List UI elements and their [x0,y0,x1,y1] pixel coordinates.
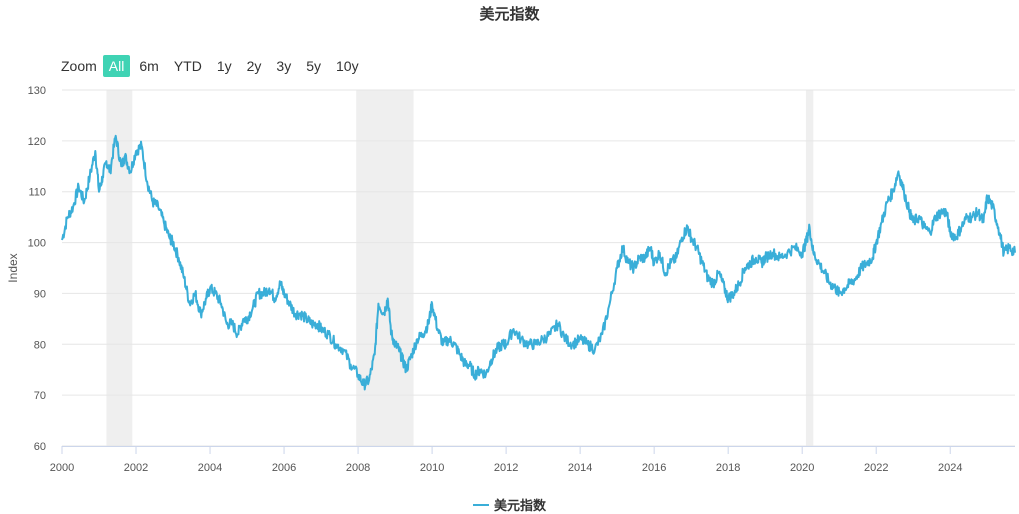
x-tick-label: 2000 [50,462,74,474]
zoom-button-5y[interactable]: 5y [306,58,321,74]
x-tick-label: 2016 [642,462,666,474]
zoom-button-2y[interactable]: 2y [246,58,262,74]
x-tick-label: 2008 [346,462,370,474]
series-line [61,134,1016,391]
y-tick-label: 130 [28,85,46,97]
legend[interactable]: 美元指数 [0,495,1019,514]
y-tick-label: 120 [28,136,46,148]
y-tick-label: 100 [28,238,46,250]
zoom-label: Zoom [61,58,97,74]
zoom-bar: Zoom All 6m YTD 1y 2y 3y 5y 10y [61,55,368,77]
chart-title: 美元指数 [479,6,540,23]
y-tick-label: 110 [28,187,46,199]
x-tick-label: 2020 [790,462,814,474]
zoom-button-3y[interactable]: 3y [276,58,292,74]
legend-swatch [472,503,489,506]
recession-band [106,90,133,446]
x-tick-label: 2018 [716,462,740,474]
x-tick-label: 2024 [938,462,962,474]
x-tick-label: 2010 [420,462,444,474]
zoom-button-10y[interactable]: 10y [336,58,359,74]
x-tick-label: 2012 [494,462,518,474]
y-tick-label: 60 [34,441,46,453]
zoom-button-ytd[interactable]: YTD [173,58,202,74]
y-tick-label: 70 [34,390,46,402]
x-tick-label: 2014 [568,462,592,474]
x-tick-label: 2006 [272,462,296,474]
x-tick-label: 2004 [198,462,222,474]
y-axis-label: Index [6,253,20,282]
y-tick-label: 80 [34,339,46,351]
zoom-button-6m[interactable]: 6m [139,58,159,74]
zoom-button-1y[interactable]: 1y [216,58,232,74]
x-tick-label: 2002 [124,462,148,474]
recession-band [356,90,414,446]
recession-band [805,90,814,446]
legend-label: 美元指数 [493,498,546,513]
zoom-button-all[interactable]: All [102,55,131,77]
x-tick-label: 2022 [864,462,888,474]
y-tick-label: 90 [34,288,46,300]
